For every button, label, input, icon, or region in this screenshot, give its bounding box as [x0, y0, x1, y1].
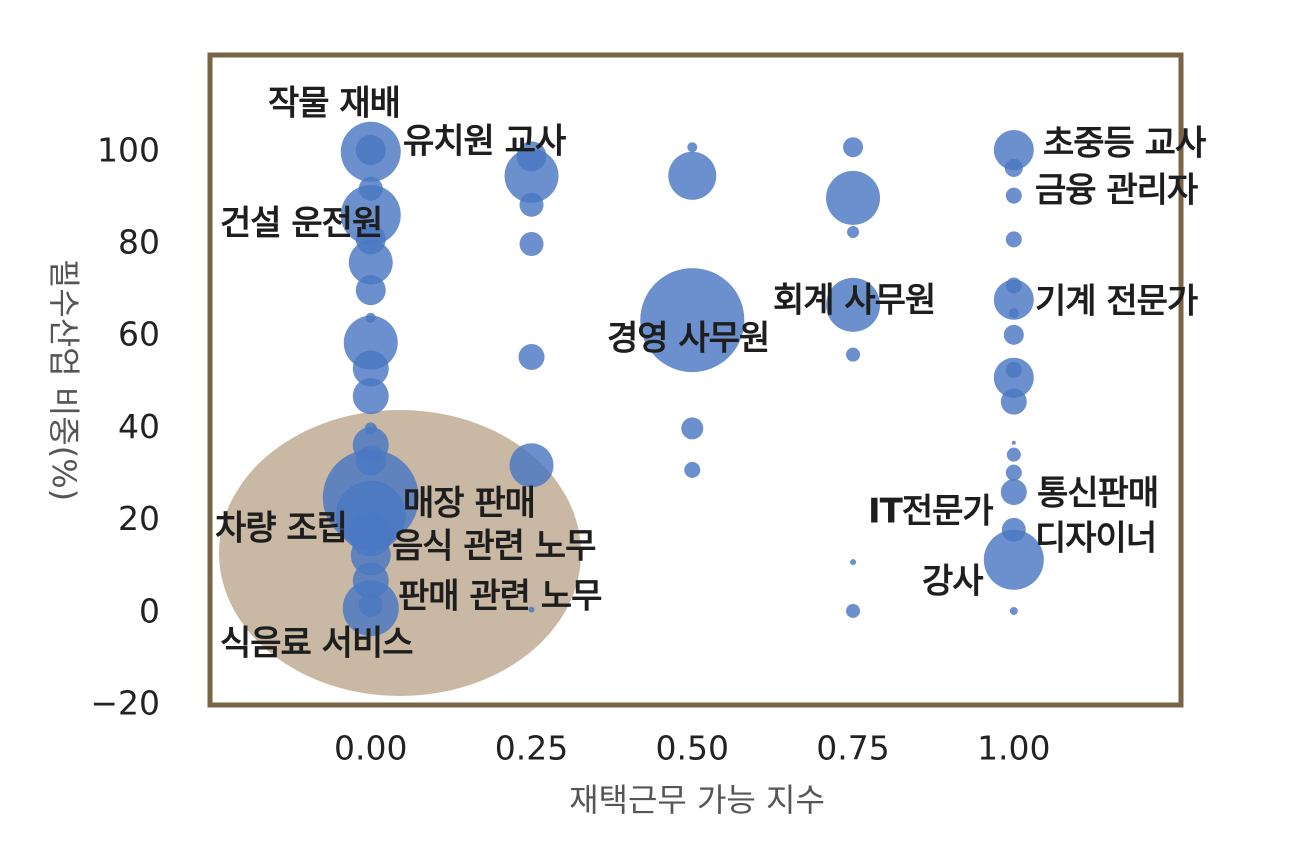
bubble	[640, 268, 745, 373]
annotation: 강사	[922, 562, 983, 602]
bubble	[1005, 187, 1022, 204]
bubble	[1004, 158, 1023, 177]
bubble	[850, 559, 857, 566]
x-tick-label: 0.50	[656, 729, 729, 768]
y-tick-label: 20	[118, 499, 160, 538]
bubble	[993, 129, 1034, 170]
bubble	[846, 603, 861, 618]
bubble	[509, 443, 554, 488]
y-tick-label: 0	[139, 591, 160, 630]
bubble	[518, 343, 545, 370]
bubble	[687, 142, 698, 153]
y-axis-label: 필수산업 비중(%)	[45, 259, 83, 501]
annotation: 회계 사무원	[773, 281, 935, 321]
annotation: 디자이너	[1035, 519, 1156, 559]
x-tick-label: 0.75	[816, 729, 889, 768]
annotation: 통신판매	[1037, 474, 1158, 514]
bubble	[343, 315, 398, 370]
bubble	[684, 461, 701, 478]
bubble	[358, 592, 383, 617]
highlight-region	[219, 410, 581, 696]
annotation: 유치원 교사	[403, 122, 566, 162]
bubble	[826, 277, 881, 332]
annotation: 건설 운전원	[220, 204, 382, 244]
bubble	[348, 240, 393, 285]
annotation: 기계 전문가	[1035, 282, 1198, 322]
annotation: 초중등 교사	[1043, 124, 1206, 164]
bubble	[1000, 388, 1027, 415]
y-tick-label: 80	[118, 223, 160, 262]
x-tick-label: 1.00	[977, 729, 1050, 768]
bubble	[983, 529, 1044, 590]
bubble	[993, 279, 1034, 320]
bubble	[350, 535, 391, 576]
bubble	[846, 347, 861, 362]
x-tick-label: 0.00	[334, 729, 407, 768]
bubble	[519, 192, 544, 217]
bubble	[843, 137, 864, 158]
annotation: 음식 관련 노무	[392, 527, 596, 567]
bubble	[352, 350, 389, 387]
bubble	[519, 232, 544, 257]
bubble	[1009, 606, 1018, 615]
y-tick-label: 40	[118, 407, 160, 446]
annotation: 판매 관련 노무	[398, 577, 602, 617]
annotation: 작물 재배	[268, 84, 400, 124]
bubble	[528, 606, 535, 613]
bubble	[352, 378, 389, 415]
bubble	[504, 148, 559, 203]
bubble	[668, 151, 717, 200]
annotation: 매장 판매	[403, 484, 535, 524]
bubble	[1003, 324, 1024, 345]
plot-frame	[207, 52, 1184, 708]
annotation: 금융 관리자	[1035, 171, 1198, 211]
x-axis-label: 재택근무 가능 지수	[569, 781, 825, 819]
bubbles	[322, 121, 1044, 637]
bubble	[1006, 447, 1021, 462]
bubble	[826, 170, 881, 225]
bubble	[355, 275, 386, 306]
bubble	[1008, 308, 1019, 319]
y-tick-label: −20	[90, 684, 160, 723]
bubble	[1005, 231, 1022, 248]
y-tick-label: 60	[118, 315, 160, 354]
bubble	[847, 226, 860, 239]
bubble	[1000, 479, 1027, 506]
annotation: 식음료 서비스	[220, 624, 413, 664]
annotation: 경영 사무원	[607, 319, 769, 359]
x-tick-label: 0.25	[495, 729, 568, 768]
bubble	[1005, 361, 1022, 378]
annotation: IT전문가	[868, 492, 993, 532]
bubble	[340, 184, 401, 245]
bubble	[1005, 464, 1022, 481]
bubble	[355, 134, 386, 165]
bubble	[1011, 440, 1016, 445]
annotation: 차량 조립	[215, 509, 347, 549]
y-tick-label: 100	[97, 130, 160, 169]
bubble	[681, 417, 704, 440]
